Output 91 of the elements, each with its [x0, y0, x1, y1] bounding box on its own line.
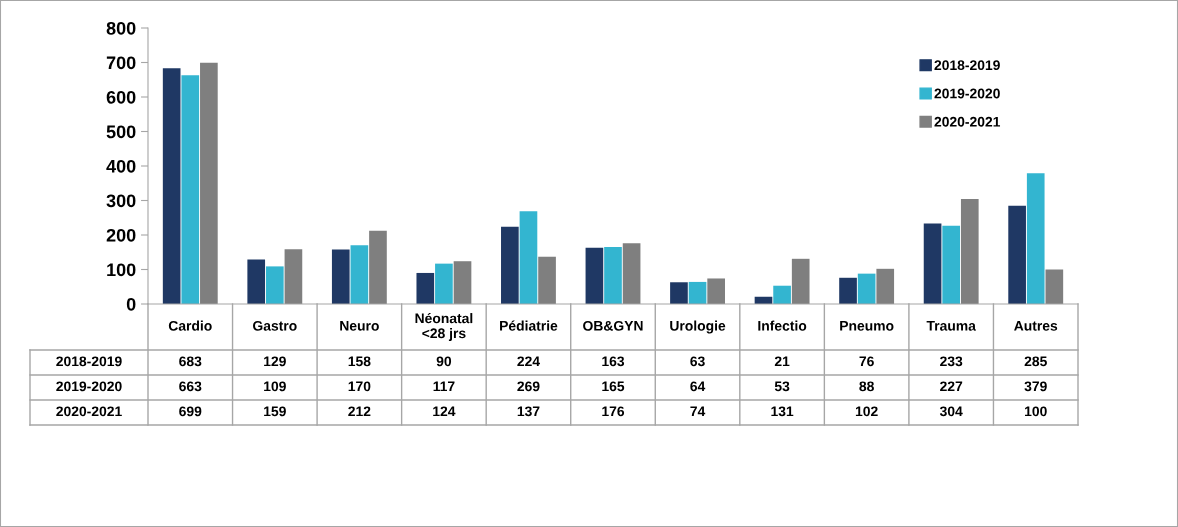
data-label: 76: [859, 356, 874, 367]
data-label: 227: [940, 381, 963, 392]
x-tick-label: OB&GYN: [583, 320, 643, 331]
data-label: 269: [517, 381, 540, 392]
data-label: 64: [690, 381, 706, 392]
bar: [453, 261, 472, 304]
legend-label: 2019-2020: [934, 88, 1000, 99]
data-label: 158: [348, 356, 371, 367]
data-label: 176: [602, 406, 625, 417]
bar: [538, 256, 556, 304]
y-tick-label: 200: [106, 228, 136, 242]
bar: [435, 263, 453, 304]
bar: [707, 278, 725, 304]
data-label: 100: [1025, 406, 1047, 417]
data-label: 224: [517, 356, 540, 367]
data-label: 212: [348, 406, 371, 417]
bar: [585, 247, 604, 304]
data-label: 165: [602, 381, 625, 392]
bar: [670, 282, 688, 304]
bar: [773, 285, 791, 304]
data-label: 233: [940, 356, 963, 367]
bar: [942, 225, 961, 304]
bar: [1045, 269, 1064, 304]
bar: [284, 249, 303, 304]
text: 2018-2019: [56, 356, 122, 367]
bar: [331, 249, 350, 304]
x-tick-label: Neuro: [340, 321, 379, 331]
data-label: 129: [264, 356, 286, 367]
x-tick-label: Cardio: [168, 320, 212, 331]
y-tick-label: 100: [107, 263, 136, 277]
bar: [501, 226, 519, 304]
data-label: 109: [264, 381, 286, 392]
bar: [604, 247, 622, 304]
data-label: 90: [436, 356, 452, 367]
x-tick-label: Infectio: [758, 320, 807, 331]
data-label: 63: [690, 356, 705, 367]
x-tick-label: Gastro: [253, 320, 297, 331]
bar: [1008, 205, 1026, 304]
bar: [960, 199, 979, 304]
bar: [181, 75, 200, 304]
data-label: 170: [348, 381, 371, 392]
data-label: 88: [859, 381, 874, 392]
bar: [791, 258, 810, 304]
data-label: 74: [690, 406, 706, 417]
x-tick-label: Pédiatrie: [500, 320, 558, 331]
data-label: 159: [264, 406, 286, 417]
bar: [1026, 173, 1045, 304]
data-label: 304: [939, 406, 963, 417]
data-label: 102: [855, 406, 878, 417]
data-label: 699: [179, 406, 202, 417]
data-label: 663: [179, 381, 202, 392]
bar: [369, 230, 387, 304]
y-tick-label: 0: [126, 297, 136, 311]
bar: [688, 281, 707, 304]
bar: [200, 62, 218, 304]
y-tick-label: 400: [106, 159, 136, 173]
bar: [923, 223, 942, 304]
data-label: 285: [1024, 356, 1047, 367]
data-label: 21: [774, 356, 790, 367]
bar: [857, 273, 876, 304]
x-tick-label: Autres: [1014, 321, 1058, 331]
data-label: 163: [602, 356, 625, 367]
y-tick-label: 800: [106, 21, 136, 35]
bar: [876, 268, 895, 304]
y-tick-label: 700: [106, 56, 136, 70]
bar: [839, 277, 857, 304]
legend-label: 2020-2021: [934, 116, 1001, 127]
x-tick-label: Néonatal <28 jrs: [415, 312, 473, 341]
bar: [162, 68, 181, 304]
legend-label: 2018-2019: [934, 60, 1000, 71]
text: 2020-2021: [56, 406, 122, 417]
data-label: 131: [771, 406, 794, 417]
data-label: 53: [774, 381, 790, 392]
data-label: 117: [433, 381, 455, 392]
data-label: 124: [433, 406, 456, 417]
bar: [622, 243, 641, 304]
text: 2019-2020: [56, 381, 122, 392]
x-tick-label: Urologie: [670, 320, 726, 334]
bar: [265, 266, 284, 304]
data-label: 379: [1024, 381, 1047, 392]
data-label: 683: [179, 356, 202, 367]
x-tick-label: Trauma: [926, 321, 976, 331]
y-tick-label: 600: [106, 90, 136, 104]
bar: [247, 259, 266, 304]
y-tick-label: 500: [106, 125, 136, 139]
data-label: 137: [517, 406, 540, 417]
bar: [350, 245, 369, 304]
x-tick-label: Pneumo: [840, 321, 894, 331]
bar: [519, 211, 538, 304]
y-tick-label: 300: [106, 194, 136, 208]
bar: [416, 272, 435, 304]
